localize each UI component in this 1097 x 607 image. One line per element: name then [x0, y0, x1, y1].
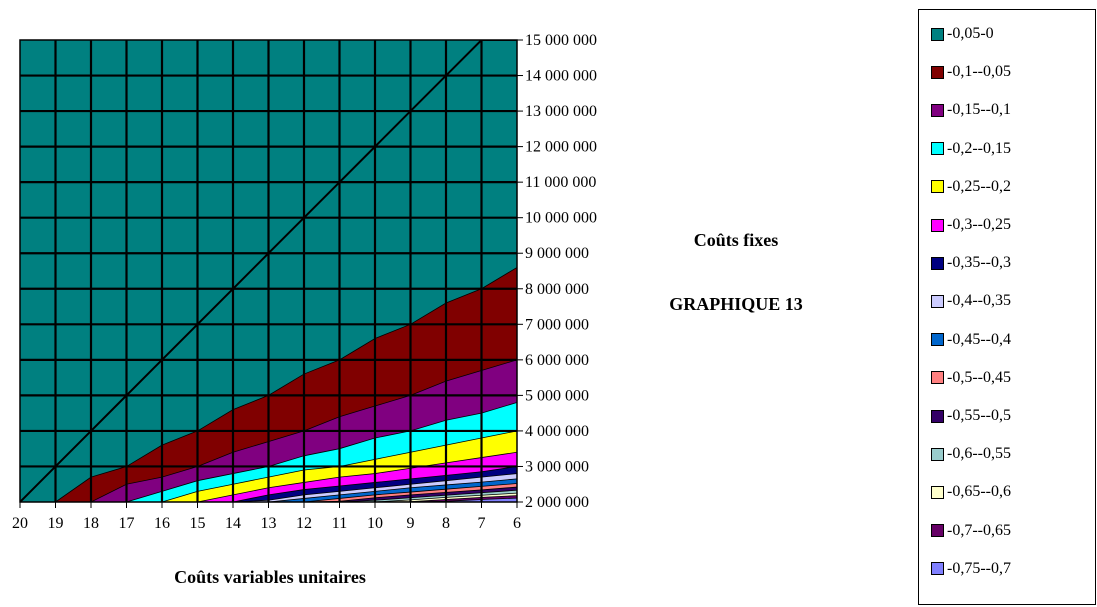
band-2: [20, 267, 517, 502]
x-tick-label: 15: [190, 515, 206, 532]
boundary-line: [20, 451, 517, 502]
legend-item: -0,65--0,6: [931, 482, 1011, 502]
legend: -0,05-0 -0,1--0,05 -0,15--0,1 -0,2--0,15 -0,…: [918, 9, 1096, 605]
legend-label: -0,7--0,65: [947, 521, 1011, 539]
legend-swatch: [931, 142, 944, 156]
legend-swatch: [931, 103, 944, 117]
y-tick-label: 4 000 000: [525, 423, 589, 440]
x-axis-title: Coûts variables unitaires: [174, 567, 366, 587]
y-tick-label: 10 000 000: [525, 210, 597, 227]
legend-swatch: [931, 524, 944, 538]
legend-swatch: [931, 562, 944, 576]
legend-label: -0,2--0,15: [947, 139, 1011, 157]
legend-swatch: [931, 447, 944, 461]
y-tick-label: 14 000 000: [525, 68, 597, 85]
x-tick-label: 17: [119, 515, 135, 532]
legend-item: -0,4--0,35: [931, 291, 1011, 311]
legend-swatch: [931, 256, 944, 270]
x-tick-label: 7: [478, 515, 486, 532]
band-10: [20, 483, 517, 502]
y-tick-label: 6 000 000: [525, 352, 589, 369]
legend-swatch: [931, 27, 944, 41]
y-tick-label: 5 000 000: [525, 387, 589, 404]
legend-item: -0,05-0: [931, 24, 994, 44]
y-tick-label: 8 000 000: [525, 281, 589, 298]
x-axis: 20 19 18 17 16 15 14 13 12 11 10 9 8 7 6: [12, 502, 521, 532]
legend-item: -0,6--0,55: [931, 444, 1011, 464]
x-tick-label: 13: [261, 515, 277, 532]
boundary-line: [20, 486, 517, 502]
legend-swatch: [931, 485, 944, 499]
legend-label: -0,45--0,4: [947, 330, 1011, 348]
legend-label: -0,75--0,7: [947, 559, 1011, 577]
boundary-line: [20, 402, 517, 502]
band-9: [20, 478, 517, 502]
legend-label: -0,25--0,2: [947, 177, 1011, 195]
legend-swatch: [931, 409, 944, 423]
boundary-line: [20, 40, 517, 502]
x-tick-label: 16: [154, 515, 170, 532]
x-tick-label: 10: [367, 515, 383, 532]
legend-item: -0,15--0,1: [931, 100, 1011, 120]
boundary-line: [20, 495, 517, 502]
y-axis: 2 000 000 3 000 000 4 000 000 5 000 000 6 00…: [517, 32, 597, 511]
legend-swatch: [931, 65, 944, 79]
legend-swatch: [931, 294, 944, 308]
boundary-line: [20, 473, 517, 502]
legend-item: -0,3--0,25: [931, 215, 1011, 235]
legend-item: -0,7--0,65: [931, 521, 1011, 541]
legend-swatch: [931, 218, 944, 232]
y-tick-label: 7 000 000: [525, 316, 589, 333]
legend-swatch: [931, 333, 944, 347]
x-tick-label: 12: [296, 515, 312, 532]
y-tick-label: 13 000 000: [525, 103, 597, 120]
y-tick-label: 9 000 000: [525, 245, 589, 262]
legend-item: -0,1--0,05: [931, 62, 1011, 82]
legend-label: -0,4--0,35: [947, 292, 1011, 310]
y-axis-title: Coûts fixes: [694, 230, 779, 250]
legend-item: -0,55--0,5: [931, 406, 1011, 426]
y-tick-label: 15 000 000: [525, 32, 597, 49]
legend-label: -0,3--0,25: [947, 216, 1011, 233]
legend-label: -0,55--0,5: [947, 407, 1011, 424]
y-tick-label: 3 000 000: [525, 458, 589, 475]
boundary-line: [20, 492, 517, 502]
legend-item: -0,25--0,2: [931, 177, 1011, 197]
x-tick-label: 18: [83, 515, 99, 532]
y-tick-label: 11 000 000: [525, 174, 596, 191]
legend-swatch: [931, 180, 944, 194]
x-tick-label: 8: [442, 515, 450, 532]
legend-item: -0,45--0,4: [931, 330, 1011, 350]
legend-label: -0,6--0,55: [947, 445, 1011, 463]
legend-label: -0,15--0,1: [947, 101, 1011, 119]
legend-swatch: [931, 371, 944, 385]
legend-label: -0,35--0,3: [947, 254, 1011, 272]
band-11: [20, 487, 517, 502]
x-tick-label: 19: [48, 515, 64, 532]
legend-item: -0,75--0,7: [931, 559, 1011, 579]
y-tick-label: 2 000 000: [525, 494, 589, 511]
x-tick-label: 20: [12, 515, 28, 532]
boundary-line: [20, 466, 517, 502]
legend-label: -0,65--0,6: [947, 483, 1011, 501]
legend-label: -0,5--0,45: [947, 368, 1011, 386]
legend-label: -0,05-0: [947, 25, 994, 42]
x-tick-label: 14: [225, 515, 241, 532]
boundary-line: [20, 483, 517, 502]
boundary-line: [20, 430, 517, 502]
y-tick-label: 12 000 000: [525, 139, 597, 156]
x-tick-label: 11: [332, 515, 347, 532]
boundary-line: [20, 478, 517, 502]
boundary-line: [20, 359, 517, 502]
boundary-line: [20, 267, 517, 502]
legend-label: -0,1--0,05: [947, 63, 1011, 81]
boundary-line: [20, 489, 517, 502]
x-tick-label: 9: [407, 515, 415, 532]
legend-item: -0,5--0,45: [931, 368, 1011, 388]
legend-item: -0,2--0,15: [931, 139, 1011, 159]
legend-item: -0,35--0,3: [931, 253, 1011, 273]
x-tick-label: 6: [513, 515, 521, 532]
chart-title: GRAPHIQUE 13: [669, 294, 803, 314]
